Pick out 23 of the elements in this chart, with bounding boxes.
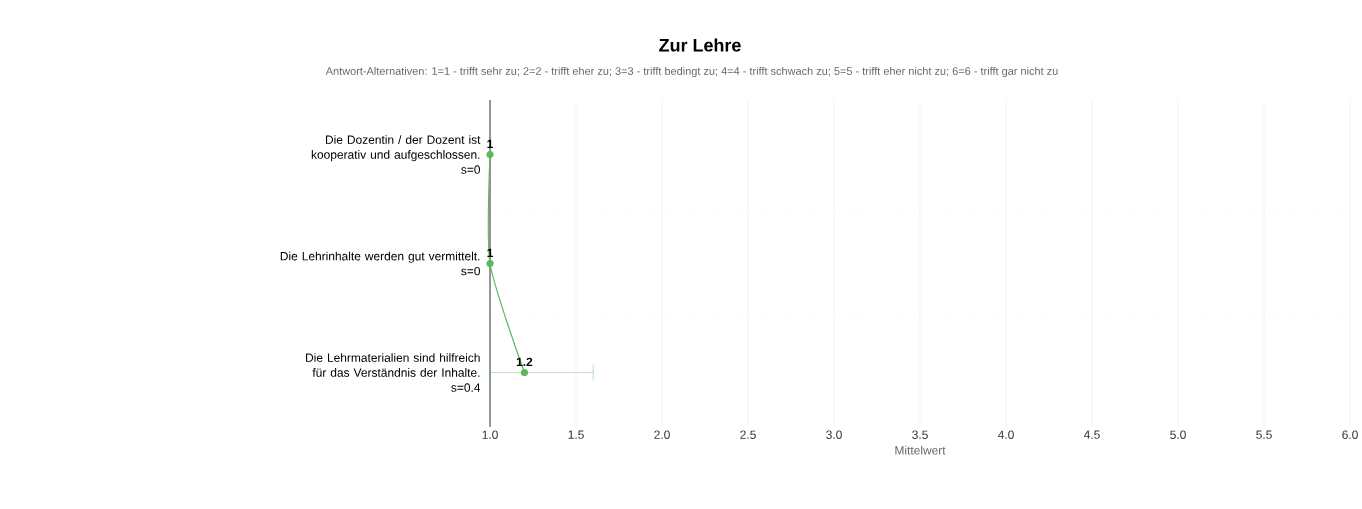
x-tick-label: 1.5: [568, 430, 584, 439]
text: s=0: [461, 165, 481, 174]
data-label: 1: [487, 139, 493, 148]
x-axis-title: Mittelwert: [895, 445, 946, 455]
data-label: 1: [487, 248, 493, 257]
data-label: 1.2: [516, 357, 533, 366]
x-tick-label: 4.5: [1083, 430, 1100, 439]
chart-subtitle: Antwort-Alternativen: 1=1 - trifft sehr zu; 2=2 - trifft eher zu; 3=3 - trifft bedingt zu; 4=4 - trifft schwach zu; 5=5 - trifft eher nicht zu; 6=6 - trifft gar nicht zu: [325, 66, 1058, 78]
x-tick-label: 3.5: [912, 430, 928, 439]
x-tick-label: 1.0: [482, 430, 498, 439]
x-tick-label: 2.0: [654, 430, 670, 439]
chart-title: Zur Lehre: [659, 38, 741, 52]
y-tick-label: Die Dozentin / der Dozent ist kooperativ und aufgeschlossen.: [311, 135, 481, 162]
x-tick-label: 4.0: [997, 430, 1014, 439]
text: s=0: [461, 266, 481, 276]
x-tick-label: 6.0: [1342, 430, 1358, 439]
x-tick-label: 3.0: [826, 430, 842, 439]
x-tick-label: 2.5: [740, 430, 756, 439]
x-tick-label: 5.0: [1170, 430, 1186, 439]
y-tick-label: Die Lehrmaterialien sind hilfreich für das Verständnis der Inhalte.: [306, 353, 480, 377]
x-tick-label: 5.5: [1256, 430, 1272, 439]
text: s=0.4: [451, 383, 481, 392]
y-tick-label: Die Lehrinhalte werden gut vermittelt.: [280, 251, 480, 263]
